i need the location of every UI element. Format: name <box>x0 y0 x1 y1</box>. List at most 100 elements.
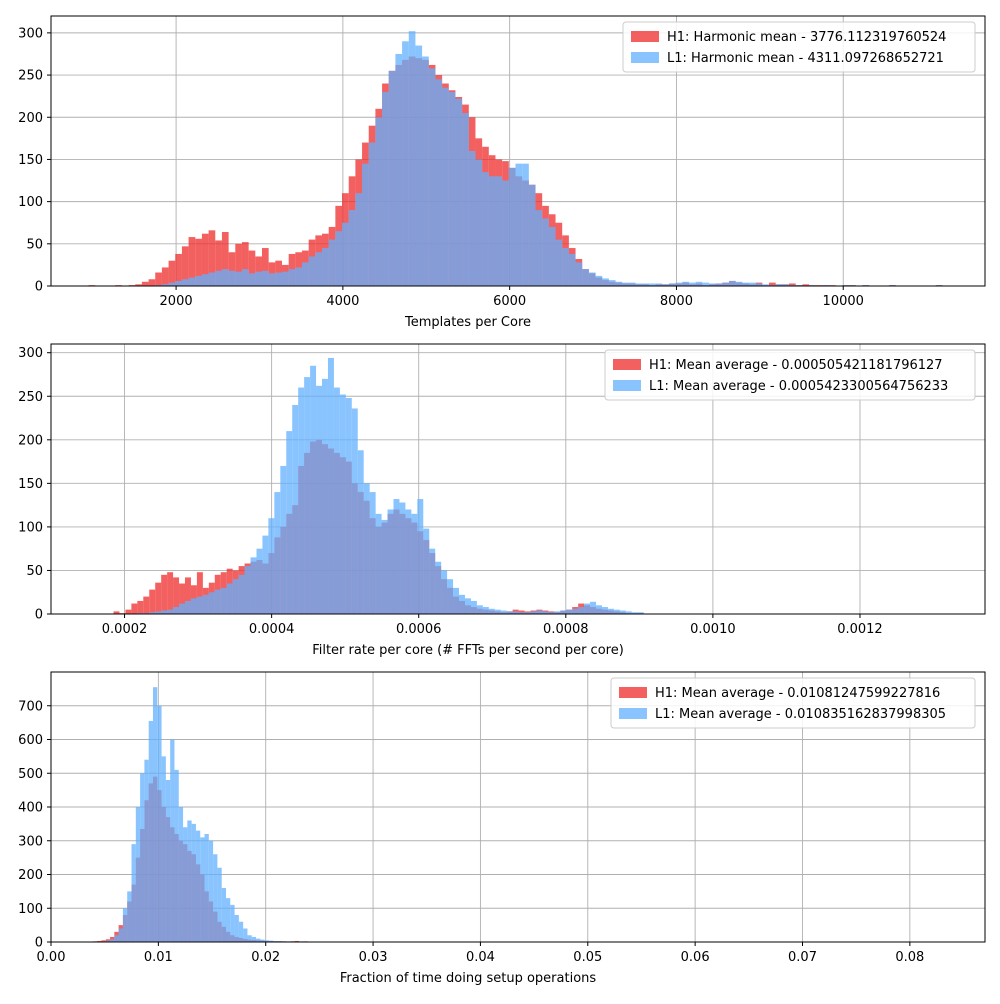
y-tick-label: 600 <box>18 733 43 748</box>
y-tick-label: 250 <box>18 390 43 405</box>
histogram-bar <box>482 172 489 286</box>
histogram-bar <box>495 610 501 614</box>
histogram-bar <box>189 278 196 286</box>
histogram-bar <box>423 529 429 614</box>
histogram-bar <box>155 583 161 614</box>
histogram-bar <box>310 366 316 614</box>
histogram-bar <box>192 824 196 942</box>
histogram-bar <box>409 31 416 286</box>
histogram-bar <box>696 282 703 286</box>
histogram-bar <box>411 514 417 614</box>
histogram-bar <box>429 549 435 614</box>
histogram-bar <box>252 937 256 942</box>
histogram-bar <box>144 760 148 942</box>
histogram-bar <box>355 193 362 286</box>
histogram-bar <box>509 168 516 286</box>
histogram-bar <box>364 483 370 614</box>
histogram-bar <box>195 276 202 286</box>
histogram-bar <box>132 844 136 942</box>
histogram-bar <box>153 687 157 942</box>
x-tick-label: 0.0010 <box>690 622 736 637</box>
histogram-bar <box>235 272 242 286</box>
histogram-bar <box>576 262 583 286</box>
histogram-bar <box>556 240 563 286</box>
legend-label: H1: Mean average - 0.000505421181796127 <box>649 358 943 373</box>
histogram-bar <box>349 210 356 286</box>
y-tick-label: 300 <box>18 834 43 849</box>
x-tick-label: 0.01 <box>144 950 173 965</box>
histogram-bar <box>274 492 280 614</box>
histogram-bar <box>123 908 127 942</box>
histogram-bar <box>702 283 709 286</box>
x-tick-label: 0.02 <box>251 950 280 965</box>
histogram-bar <box>566 610 572 614</box>
x-tick-label: 10000 <box>823 294 864 309</box>
y-tick-label: 200 <box>18 868 43 883</box>
y-tick-label: 100 <box>18 902 43 917</box>
y-tick-label: 250 <box>18 69 43 84</box>
legend-label: L1: Harmonic mean - 4311.097268652721 <box>667 51 944 66</box>
histogram-bar <box>243 929 247 943</box>
x-tick-label: 2000 <box>160 294 193 309</box>
histogram-bar <box>262 536 268 614</box>
histogram-bar <box>736 282 743 286</box>
legend: H1: Mean average - 0.01081247599227816L1… <box>611 678 975 728</box>
histogram-bar <box>369 143 376 286</box>
x-tick-label: 0.08 <box>895 950 924 965</box>
histogram-bar <box>676 283 683 286</box>
histogram-bar <box>167 572 173 614</box>
histogram-bar <box>302 262 309 286</box>
x-tick-label: 0.07 <box>788 950 817 965</box>
histogram-bar <box>173 607 179 614</box>
histogram-bar <box>179 807 183 942</box>
histogram-bar <box>217 868 221 942</box>
histogram-bar <box>334 388 340 614</box>
histogram-bar <box>578 607 584 614</box>
histogram-bar <box>729 281 736 286</box>
y-tick-label: 50 <box>26 237 43 252</box>
histogram-bar <box>435 79 442 286</box>
histogram-bar <box>137 601 143 614</box>
histogram-bar <box>495 176 502 286</box>
histogram-bar <box>174 770 178 942</box>
histogram-bar <box>187 821 191 943</box>
histogram-bar <box>459 595 465 614</box>
histogram-bar <box>162 267 169 286</box>
histogram-bar <box>415 46 422 286</box>
histogram-bar <box>209 273 216 287</box>
histogram-bar <box>375 117 382 286</box>
histogram-bar <box>682 282 689 286</box>
histogram-bar <box>119 929 123 943</box>
histogram-bar <box>315 252 322 286</box>
histogram-bar <box>722 283 729 286</box>
histogram-bar <box>275 273 282 287</box>
x-tick-label: 0.0008 <box>543 622 589 637</box>
histogram-bar <box>289 269 296 286</box>
histogram-bar <box>335 231 342 286</box>
histogram-bar <box>689 283 696 286</box>
histogram-bar <box>161 611 167 614</box>
y-tick-label: 400 <box>18 801 43 816</box>
histogram-bar <box>242 269 249 286</box>
histogram-bar <box>429 68 436 286</box>
histogram-bar <box>749 283 756 286</box>
histogram-bar <box>449 92 456 286</box>
histogram-bar <box>166 780 170 942</box>
histogram-bar <box>471 601 477 614</box>
histogram-bar <box>469 151 476 286</box>
histogram-bar <box>465 598 471 614</box>
histogram-bar <box>222 269 229 286</box>
x-axis-label: Fraction of time doing setup operations <box>340 971 597 986</box>
y-tick-label: 300 <box>18 26 43 41</box>
histogram-bar <box>226 898 230 942</box>
histogram-bar <box>239 922 243 942</box>
histogram-bar <box>328 358 334 614</box>
histogram-bar <box>501 611 507 614</box>
x-tick-label: 0.0002 <box>102 622 148 637</box>
histogram-bar <box>590 602 596 614</box>
legend-swatch <box>613 380 641 391</box>
